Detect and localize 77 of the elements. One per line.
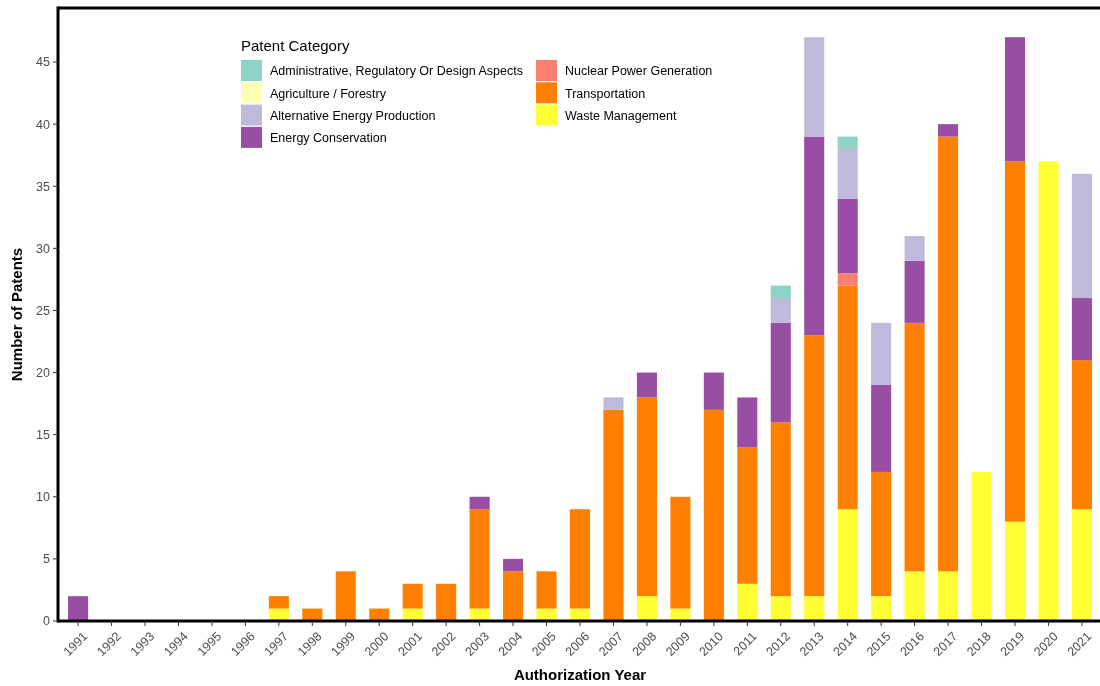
- legend-label: Energy Conservation: [270, 131, 387, 146]
- y-tick-label: 45: [36, 55, 51, 70]
- y-axis-title: Number of Patents: [8, 247, 25, 382]
- legend-label: Administrative, Regulatory Or Design Aspects: [270, 64, 523, 79]
- bar: [536, 571, 557, 609]
- bar: [636, 372, 657, 398]
- bar: [971, 471, 992, 621]
- y-tick-label: 20: [36, 365, 51, 380]
- bar: [737, 397, 758, 448]
- bar: [770, 596, 791, 621]
- bar: [770, 422, 791, 597]
- bar: [469, 509, 490, 609]
- bar: [737, 583, 758, 621]
- y-tick-label: 0: [43, 614, 51, 629]
- bar: [603, 397, 624, 410]
- y-tick-label: 25: [36, 303, 51, 318]
- bar: [737, 447, 758, 584]
- bar: [904, 571, 925, 621]
- x-axis-title: Authorization Year: [513, 666, 647, 683]
- bar: [1004, 37, 1026, 162]
- y-tick-label: 15: [36, 428, 51, 443]
- bar: [904, 322, 925, 572]
- bar: [335, 571, 356, 621]
- bar: [938, 124, 959, 137]
- bar: [938, 571, 959, 621]
- legend-label: Transportation: [565, 86, 646, 101]
- bar: [871, 384, 892, 472]
- bar: [904, 260, 925, 323]
- bar: [436, 583, 457, 621]
- legend-label: Waste Management: [565, 108, 677, 123]
- legend-label: Alternative Energy Production: [270, 108, 436, 123]
- bar: [1071, 173, 1092, 299]
- bar: [1004, 161, 1026, 522]
- bar: [268, 596, 289, 609]
- bar: [837, 148, 858, 199]
- bar: [837, 136, 858, 149]
- y-tick-label: 5: [43, 552, 51, 567]
- bar: [1071, 298, 1092, 361]
- bar: [636, 596, 657, 621]
- bar: [837, 273, 858, 286]
- bar: [1071, 360, 1092, 510]
- y-tick-label: 35: [36, 179, 51, 194]
- bar: [703, 409, 724, 621]
- y-tick-label: 10: [36, 490, 51, 505]
- bar: [1071, 509, 1092, 621]
- bar: [569, 509, 591, 609]
- bar: [804, 596, 825, 621]
- y-tick-label: 40: [36, 117, 51, 132]
- bar: [503, 571, 524, 621]
- bar: [871, 596, 892, 621]
- legend-label: Nuclear Power Generation: [565, 64, 713, 79]
- bar: [804, 335, 825, 597]
- bar: [503, 558, 524, 572]
- bar: [804, 37, 825, 137]
- bar: [837, 198, 858, 274]
- bar: [1004, 521, 1026, 621]
- bar: [938, 136, 959, 572]
- bar: [469, 496, 490, 510]
- bar: [804, 136, 825, 336]
- bar: [636, 397, 657, 597]
- bar: [770, 285, 791, 299]
- y-tick-label: 30: [36, 241, 51, 256]
- bar: [871, 471, 892, 597]
- bar: [770, 298, 791, 323]
- bar: [871, 322, 892, 385]
- bar: [1038, 161, 1059, 621]
- bar: [770, 322, 791, 423]
- bar: [670, 496, 691, 609]
- bar: [603, 409, 624, 621]
- bar: [904, 235, 925, 261]
- bar: [402, 583, 423, 609]
- bar: [837, 509, 858, 621]
- bar: [703, 372, 724, 410]
- legend-label: Agriculture / Forestry: [270, 86, 387, 101]
- legend-title: Patent Category: [241, 37, 350, 54]
- bar: [68, 596, 89, 621]
- bar: [837, 285, 858, 510]
